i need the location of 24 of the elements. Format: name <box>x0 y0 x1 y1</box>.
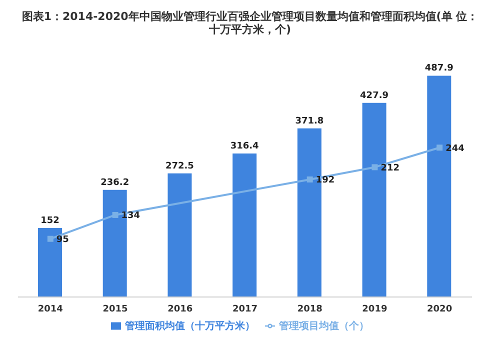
data-label: 487.9 <box>424 64 454 74</box>
data-label: 152 <box>40 216 60 226</box>
x-tick-label: 2015 <box>102 304 128 314</box>
data-label: 236.2 <box>100 178 130 188</box>
x-tick-label: 2017 <box>232 304 258 314</box>
data-label: 316.4 <box>230 141 259 152</box>
legend-label: 管理面积均值（十万平方米） <box>125 321 255 332</box>
data-label: 371.8 <box>295 116 324 126</box>
point <box>112 212 118 218</box>
data-label: 272.5 <box>165 161 194 172</box>
x-tick-label: 2020 <box>427 304 452 314</box>
legend-label: 管理项目均值（个） <box>279 321 369 332</box>
bar <box>232 153 257 297</box>
chart-title: 图表1：2014-2020年中国物业管理行业百强企业管理项目数量均值和管理面积均值(单 位：十万平方米，个) <box>20 9 480 38</box>
x-tick-label: 2018 <box>297 304 322 314</box>
x-tick-label: 2016 <box>168 304 193 314</box>
bar <box>168 173 192 297</box>
data-label: 427.9 <box>360 90 389 101</box>
x-tick-label: 2014 <box>38 304 63 314</box>
point <box>47 236 54 242</box>
point <box>306 176 313 182</box>
point <box>372 164 378 170</box>
point <box>436 144 443 151</box>
x-tick-label: 2019 <box>362 304 388 314</box>
